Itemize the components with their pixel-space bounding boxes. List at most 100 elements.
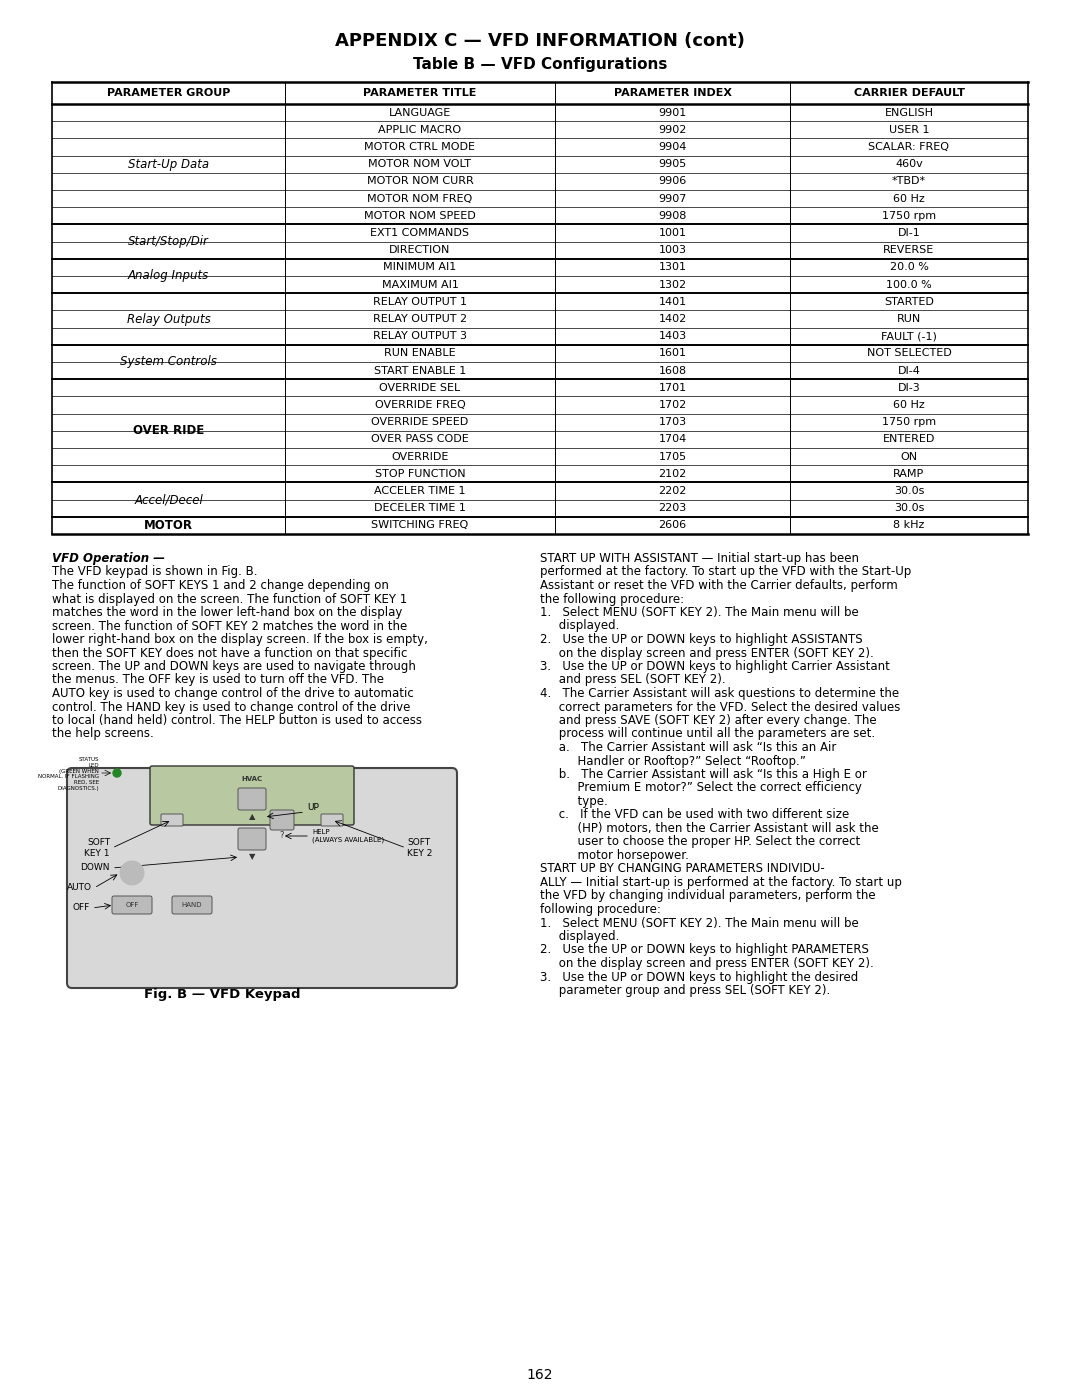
FancyBboxPatch shape [172, 895, 212, 914]
Text: 1302: 1302 [659, 279, 687, 289]
Text: MAXIMUM AI1: MAXIMUM AI1 [381, 279, 458, 289]
Text: what is displayed on the screen. The function of SOFT KEY 1: what is displayed on the screen. The fun… [52, 592, 407, 605]
Text: 1001: 1001 [659, 228, 687, 237]
Text: ENGLISH: ENGLISH [885, 108, 933, 117]
Text: 1.   Select MENU (SOFT KEY 2). The Main menu will be: 1. Select MENU (SOFT KEY 2). The Main me… [540, 606, 859, 619]
Text: MOTOR NOM FREQ: MOTOR NOM FREQ [367, 194, 473, 204]
Text: matches the word in the lower left-hand box on the display: matches the word in the lower left-hand … [52, 606, 403, 619]
Text: 30.0s: 30.0s [894, 503, 924, 513]
Text: lower right-hand box on the display screen. If the box is empty,: lower right-hand box on the display scre… [52, 633, 428, 645]
Text: 9906: 9906 [659, 176, 687, 186]
Text: 4.   The Carrier Assistant will ask questions to determine the: 4. The Carrier Assistant will ask questi… [540, 687, 900, 700]
Text: 1704: 1704 [659, 434, 687, 444]
Text: *TBD*: *TBD* [892, 176, 926, 186]
Text: OFF: OFF [125, 902, 138, 908]
Text: ACCELER TIME 1: ACCELER TIME 1 [375, 486, 465, 496]
Text: 9908: 9908 [659, 211, 687, 221]
Text: MOTOR NOM SPEED: MOTOR NOM SPEED [364, 211, 476, 221]
Text: PARAMETER GROUP: PARAMETER GROUP [107, 88, 230, 98]
FancyBboxPatch shape [67, 768, 457, 988]
Text: Handler or Rooftop?” Select “Rooftop.”: Handler or Rooftop?” Select “Rooftop.” [540, 754, 806, 767]
Text: and press SEL (SOFT KEY 2).: and press SEL (SOFT KEY 2). [540, 673, 726, 686]
Text: 1301: 1301 [659, 263, 687, 272]
Text: displayed.: displayed. [540, 930, 619, 943]
Text: process will continue until all the parameters are set.: process will continue until all the para… [540, 728, 875, 740]
FancyBboxPatch shape [112, 895, 152, 914]
Text: 60 Hz: 60 Hz [893, 194, 924, 204]
Text: 9905: 9905 [659, 159, 687, 169]
Text: START ENABLE 1: START ENABLE 1 [374, 366, 467, 376]
Text: 30.0s: 30.0s [894, 486, 924, 496]
Text: performed at the factory. To start up the VFD with the Start-Up: performed at the factory. To start up th… [540, 566, 912, 578]
Text: MINIMUM AI1: MINIMUM AI1 [383, 263, 457, 272]
Text: DECELER TIME 1: DECELER TIME 1 [374, 503, 465, 513]
Text: OVER PASS CODE: OVER PASS CODE [372, 434, 469, 444]
Text: START UP WITH ASSISTANT — Initial start-up has been: START UP WITH ASSISTANT — Initial start-… [540, 552, 859, 564]
Text: HVAC: HVAC [242, 775, 262, 782]
Text: 1401: 1401 [659, 296, 687, 307]
Text: Accel/Decel: Accel/Decel [134, 493, 203, 506]
Text: PARAMETER INDEX: PARAMETER INDEX [613, 88, 731, 98]
Text: UP: UP [307, 803, 319, 813]
Text: Assistant or reset the VFD with the Carrier defaults, perform: Assistant or reset the VFD with the Carr… [540, 578, 897, 592]
Text: 1702: 1702 [659, 400, 687, 409]
Text: RELAY OUTPUT 3: RELAY OUTPUT 3 [373, 331, 467, 341]
Text: RELAY OUTPUT 1: RELAY OUTPUT 1 [373, 296, 467, 307]
Text: 9907: 9907 [659, 194, 687, 204]
Text: REVERSE: REVERSE [883, 246, 934, 256]
Text: EXT1 COMMANDS: EXT1 COMMANDS [370, 228, 470, 237]
FancyBboxPatch shape [238, 788, 266, 810]
Text: RAMP: RAMP [893, 469, 924, 479]
Text: the help screens.: the help screens. [52, 728, 153, 740]
FancyBboxPatch shape [238, 828, 266, 849]
FancyBboxPatch shape [270, 810, 294, 830]
Text: CARRIER DEFAULT: CARRIER DEFAULT [853, 88, 964, 98]
Text: ALLY — Initial start-up is performed at the factory. To start up: ALLY — Initial start-up is performed at … [540, 876, 902, 888]
Text: APPLIC MACRO: APPLIC MACRO [378, 124, 461, 134]
Text: the VFD by changing individual parameters, perform the: the VFD by changing individual parameter… [540, 890, 876, 902]
Text: DOWN: DOWN [81, 863, 110, 873]
Text: OVERRIDE: OVERRIDE [391, 451, 448, 461]
Text: FAULT (-1): FAULT (-1) [881, 331, 937, 341]
Text: 100.0 %: 100.0 % [886, 279, 932, 289]
Text: ?: ? [280, 831, 284, 841]
Text: OVERRIDE SPEED: OVERRIDE SPEED [372, 418, 469, 427]
Text: AUTO: AUTO [123, 870, 140, 876]
Text: screen. The UP and DOWN keys are used to navigate through: screen. The UP and DOWN keys are used to… [52, 659, 416, 673]
Text: to local (hand held) control. The HELP button is used to access: to local (hand held) control. The HELP b… [52, 714, 422, 726]
Text: motor horsepower.: motor horsepower. [540, 849, 689, 862]
Text: user to choose the proper HP. Select the correct: user to choose the proper HP. Select the… [540, 835, 861, 848]
Text: 1750 rpm: 1750 rpm [882, 418, 936, 427]
Text: OVERRIDE SEL: OVERRIDE SEL [379, 383, 461, 393]
Text: 2606: 2606 [659, 521, 687, 531]
Text: Premium E motor?” Select the correct efficiency: Premium E motor?” Select the correct eff… [540, 781, 862, 795]
Text: b.   The Carrier Assistant will ask “Is this a High E or: b. The Carrier Assistant will ask “Is th… [540, 768, 867, 781]
Text: AUTO key is used to change control of the drive to automatic: AUTO key is used to change control of th… [52, 687, 414, 700]
Text: the following procedure:: the following procedure: [540, 592, 684, 605]
Text: RUN ENABLE: RUN ENABLE [384, 348, 456, 359]
Text: System Controls: System Controls [120, 355, 217, 369]
Text: control. The HAND key is used to change control of the drive: control. The HAND key is used to change … [52, 700, 410, 714]
Text: MOTOR: MOTOR [144, 518, 193, 532]
Text: 1705: 1705 [659, 451, 687, 461]
Text: OFF: OFF [72, 904, 90, 912]
Text: ▲: ▲ [248, 813, 255, 821]
Text: DI-4: DI-4 [897, 366, 920, 376]
Text: HAND: HAND [181, 902, 202, 908]
Text: STARTED: STARTED [885, 296, 934, 307]
Text: 1750 rpm: 1750 rpm [882, 211, 936, 221]
Text: screen. The function of SOFT KEY 2 matches the word in the: screen. The function of SOFT KEY 2 match… [52, 619, 407, 633]
Text: The VFD keypad is shown in Fig. B.: The VFD keypad is shown in Fig. B. [52, 566, 257, 578]
FancyBboxPatch shape [321, 814, 343, 826]
Circle shape [113, 768, 121, 777]
Text: Start/Stop/Dir: Start/Stop/Dir [129, 235, 208, 249]
Text: 2.   Use the UP or DOWN keys to highlight PARAMETERS: 2. Use the UP or DOWN keys to highlight … [540, 943, 869, 957]
Text: type.: type. [540, 795, 608, 807]
Text: Start-Up Data: Start-Up Data [127, 158, 210, 170]
Text: SOFT
KEY 2: SOFT KEY 2 [407, 838, 432, 858]
Text: 9901: 9901 [659, 108, 687, 117]
Text: SOFT
KEY 1: SOFT KEY 1 [84, 838, 110, 858]
Text: OVER RIDE: OVER RIDE [133, 425, 204, 437]
Text: following procedure:: following procedure: [540, 902, 661, 916]
Text: AUTO: AUTO [67, 883, 92, 893]
